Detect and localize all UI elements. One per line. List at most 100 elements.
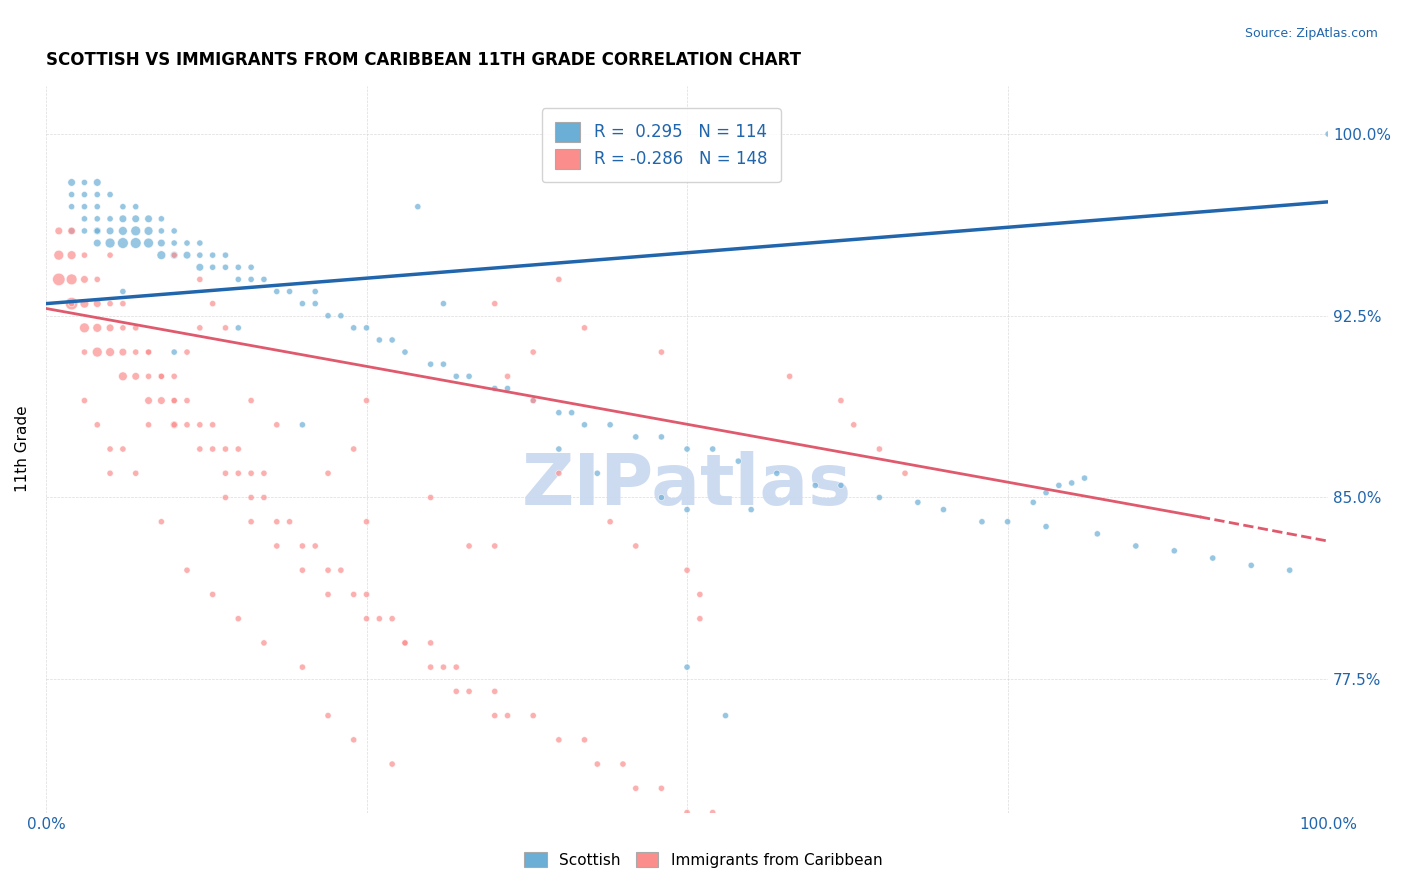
Point [496,369,519,384]
Point [253,272,276,286]
Text: Source: ZipAtlas.com: Source: ZipAtlas.com [1244,27,1378,40]
Point [997,515,1019,529]
Legend: R =  0.295   N = 114, R = -0.286   N = 148: R = 0.295 N = 114, R = -0.286 N = 148 [543,109,780,182]
Point [356,587,378,601]
Point [599,417,621,432]
Point [432,357,454,371]
Point [1035,519,1057,533]
Point [650,781,672,796]
Point [138,224,160,238]
Point [1085,526,1108,541]
Point [253,491,276,505]
Point [278,515,301,529]
Point [73,176,96,190]
Point [419,660,441,674]
Point [266,539,288,553]
Point [522,708,544,723]
Point [60,176,83,190]
Point [676,442,699,456]
Point [176,563,198,577]
Point [138,235,160,250]
Point [381,612,404,626]
Point [176,417,198,432]
Point [226,442,249,456]
Point [201,296,224,310]
Point [138,345,160,359]
Point [73,187,96,202]
Point [150,515,173,529]
Point [125,200,148,214]
Point [727,454,749,468]
Point [98,345,121,359]
Point [343,442,366,456]
Point [291,563,314,577]
Point [689,587,711,601]
Point [240,467,263,481]
Point [676,805,699,820]
Point [125,211,148,226]
Point [60,296,83,310]
Point [138,345,160,359]
Point [316,467,339,481]
Point [201,260,224,275]
Point [547,467,569,481]
Point [624,539,647,553]
Point [278,285,301,299]
Point [98,224,121,238]
Point [86,235,108,250]
Point [394,636,416,650]
Point [150,369,173,384]
Point [150,224,173,238]
Text: SCOTTISH VS IMMIGRANTS FROM CARIBBEAN 11TH GRADE CORRELATION CHART: SCOTTISH VS IMMIGRANTS FROM CARIBBEAN 11… [46,51,801,69]
Point [240,393,263,408]
Point [201,248,224,262]
Text: ZIPatlas: ZIPatlas [522,450,852,520]
Point [163,248,186,262]
Point [226,321,249,335]
Y-axis label: 11th Grade: 11th Grade [15,406,30,492]
Point [201,417,224,432]
Point [1022,495,1045,509]
Point [650,491,672,505]
Point [586,467,609,481]
Point [689,612,711,626]
Point [907,495,929,509]
Point [111,369,134,384]
Point [86,272,108,286]
Point [60,248,83,262]
Point [740,502,762,516]
Point [86,345,108,359]
Point [98,467,121,481]
Point [484,708,506,723]
Point [547,272,569,286]
Point [48,224,70,238]
Point [240,515,263,529]
Point [522,393,544,408]
Point [98,442,121,456]
Point [316,563,339,577]
Point [291,417,314,432]
Point [138,417,160,432]
Point [894,467,917,481]
Point [561,406,583,420]
Point [73,211,96,226]
Point [394,345,416,359]
Point [650,430,672,444]
Point [150,235,173,250]
Point [98,321,121,335]
Point [356,321,378,335]
Point [458,539,481,553]
Point [624,430,647,444]
Point [226,612,249,626]
Point [163,224,186,238]
Point [138,393,160,408]
Point [316,587,339,601]
Point [163,248,186,262]
Point [574,732,596,747]
Point [86,224,108,238]
Point [458,369,481,384]
Point [368,333,391,347]
Point [176,235,198,250]
Point [111,285,134,299]
Point [253,467,276,481]
